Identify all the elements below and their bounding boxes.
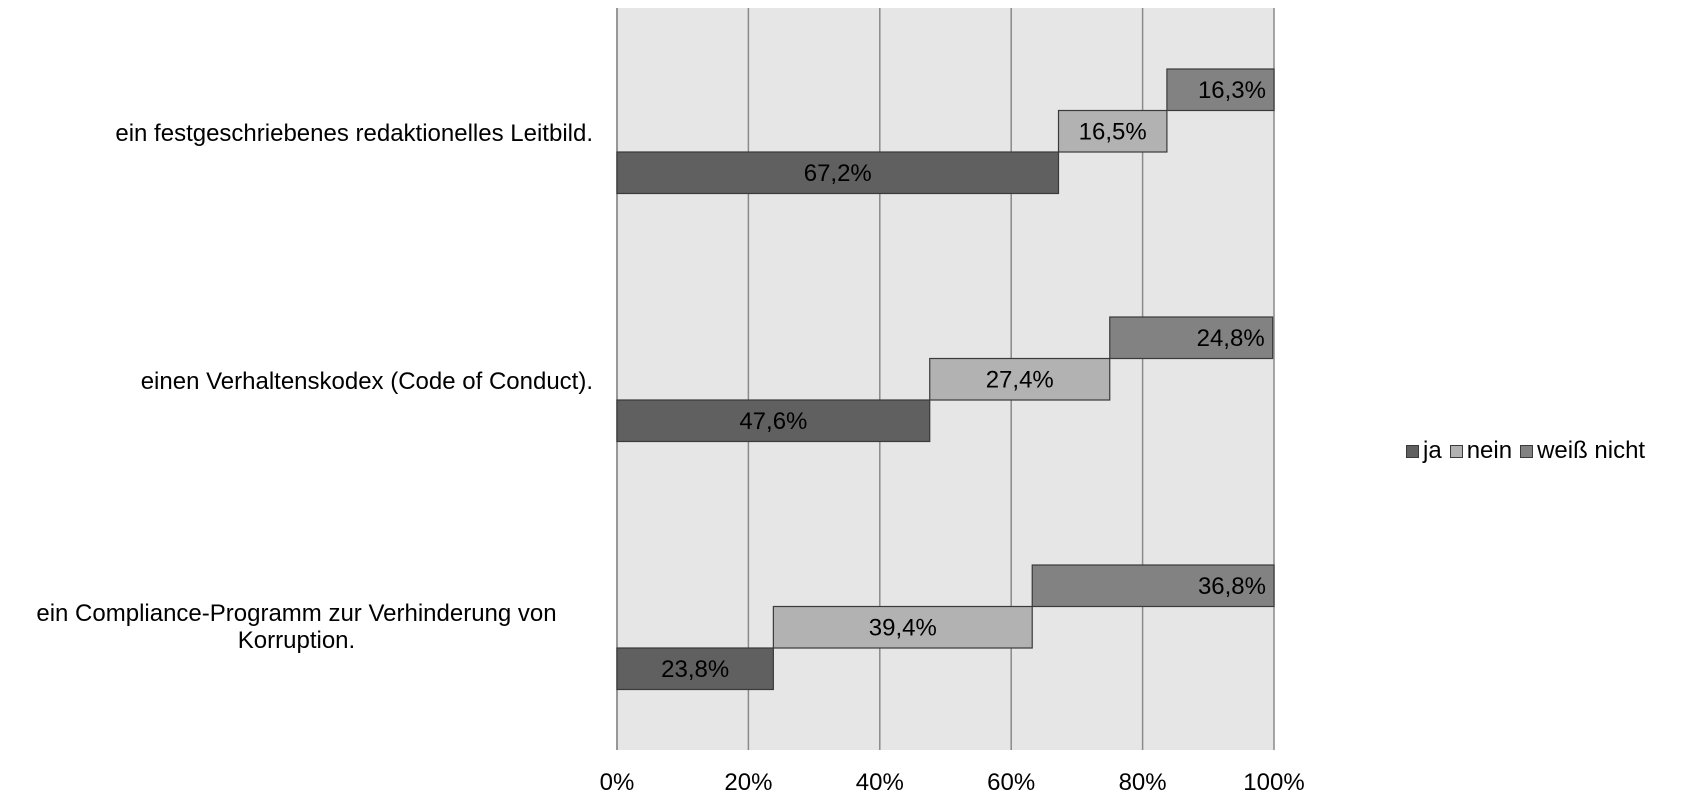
bar-ja-2 (616, 399, 931, 443)
category-label-1: ein festgeschriebenes redaktionelles Lei… (115, 120, 593, 147)
legend-item-nein: nein (1449, 437, 1513, 465)
x-tick-label-3: 60% (987, 769, 1035, 796)
data-label-nein-1: 16,5% (1079, 118, 1147, 145)
data-label-ja-3: 23,8% (661, 656, 729, 683)
data-label-weiss-nicht-3: 36,8% (1198, 573, 1266, 600)
bar-nein-3 (772, 605, 1033, 649)
bar-weiss-nicht-1 (1166, 68, 1275, 112)
legend-swatch-nein (1449, 444, 1463, 458)
legend-item-weiss-nicht: weiß nicht (1520, 437, 1645, 465)
bar-nein-2 (929, 357, 1111, 401)
data-label-ja-2: 47,6% (739, 408, 807, 435)
data-label-ja-1: 67,2% (804, 160, 872, 187)
data-label-nein-3: 39,4% (869, 614, 937, 641)
x-tick-label-4: 80% (1119, 769, 1167, 796)
legend-label-nein: nein (1466, 437, 1513, 464)
legend-swatch-ja (1406, 444, 1419, 458)
legend-label-weiss-nicht: weiß nicht (1537, 437, 1646, 464)
x-tick-label-5: 100% (1243, 769, 1304, 796)
x-tick-label-2: 40% (856, 769, 904, 796)
bar-ja-3 (616, 647, 774, 691)
category-label-2: einen Verhaltenskodex (Code of Conduct). (140, 368, 593, 395)
x-tick-label-0: 0% (600, 769, 635, 796)
legend-item-ja: ja (1406, 437, 1442, 465)
bar-ja-1 (616, 151, 1060, 195)
data-label-weiss-nicht-1: 16,3% (1198, 77, 1266, 104)
bar-nein-1 (1057, 109, 1168, 153)
legend: ja nein weiß nicht (1406, 437, 1653, 465)
x-tick-label-1: 20% (724, 769, 772, 796)
legend-label-ja: ja (1423, 437, 1442, 464)
category-label-3: ein Compliance-Programm zur Verhinderung… (36, 600, 557, 654)
data-label-nein-2: 27,4% (986, 366, 1054, 393)
data-label-weiss-nicht-2: 24,8% (1197, 325, 1265, 352)
bar-weiss-nicht-3 (1031, 564, 1275, 608)
legend-swatch-weiss-nicht (1520, 444, 1534, 458)
bar-weiss-nicht-2 (1109, 316, 1274, 360)
